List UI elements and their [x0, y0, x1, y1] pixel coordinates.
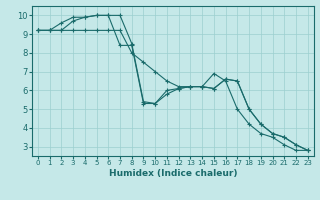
X-axis label: Humidex (Indice chaleur): Humidex (Indice chaleur)	[108, 169, 237, 178]
